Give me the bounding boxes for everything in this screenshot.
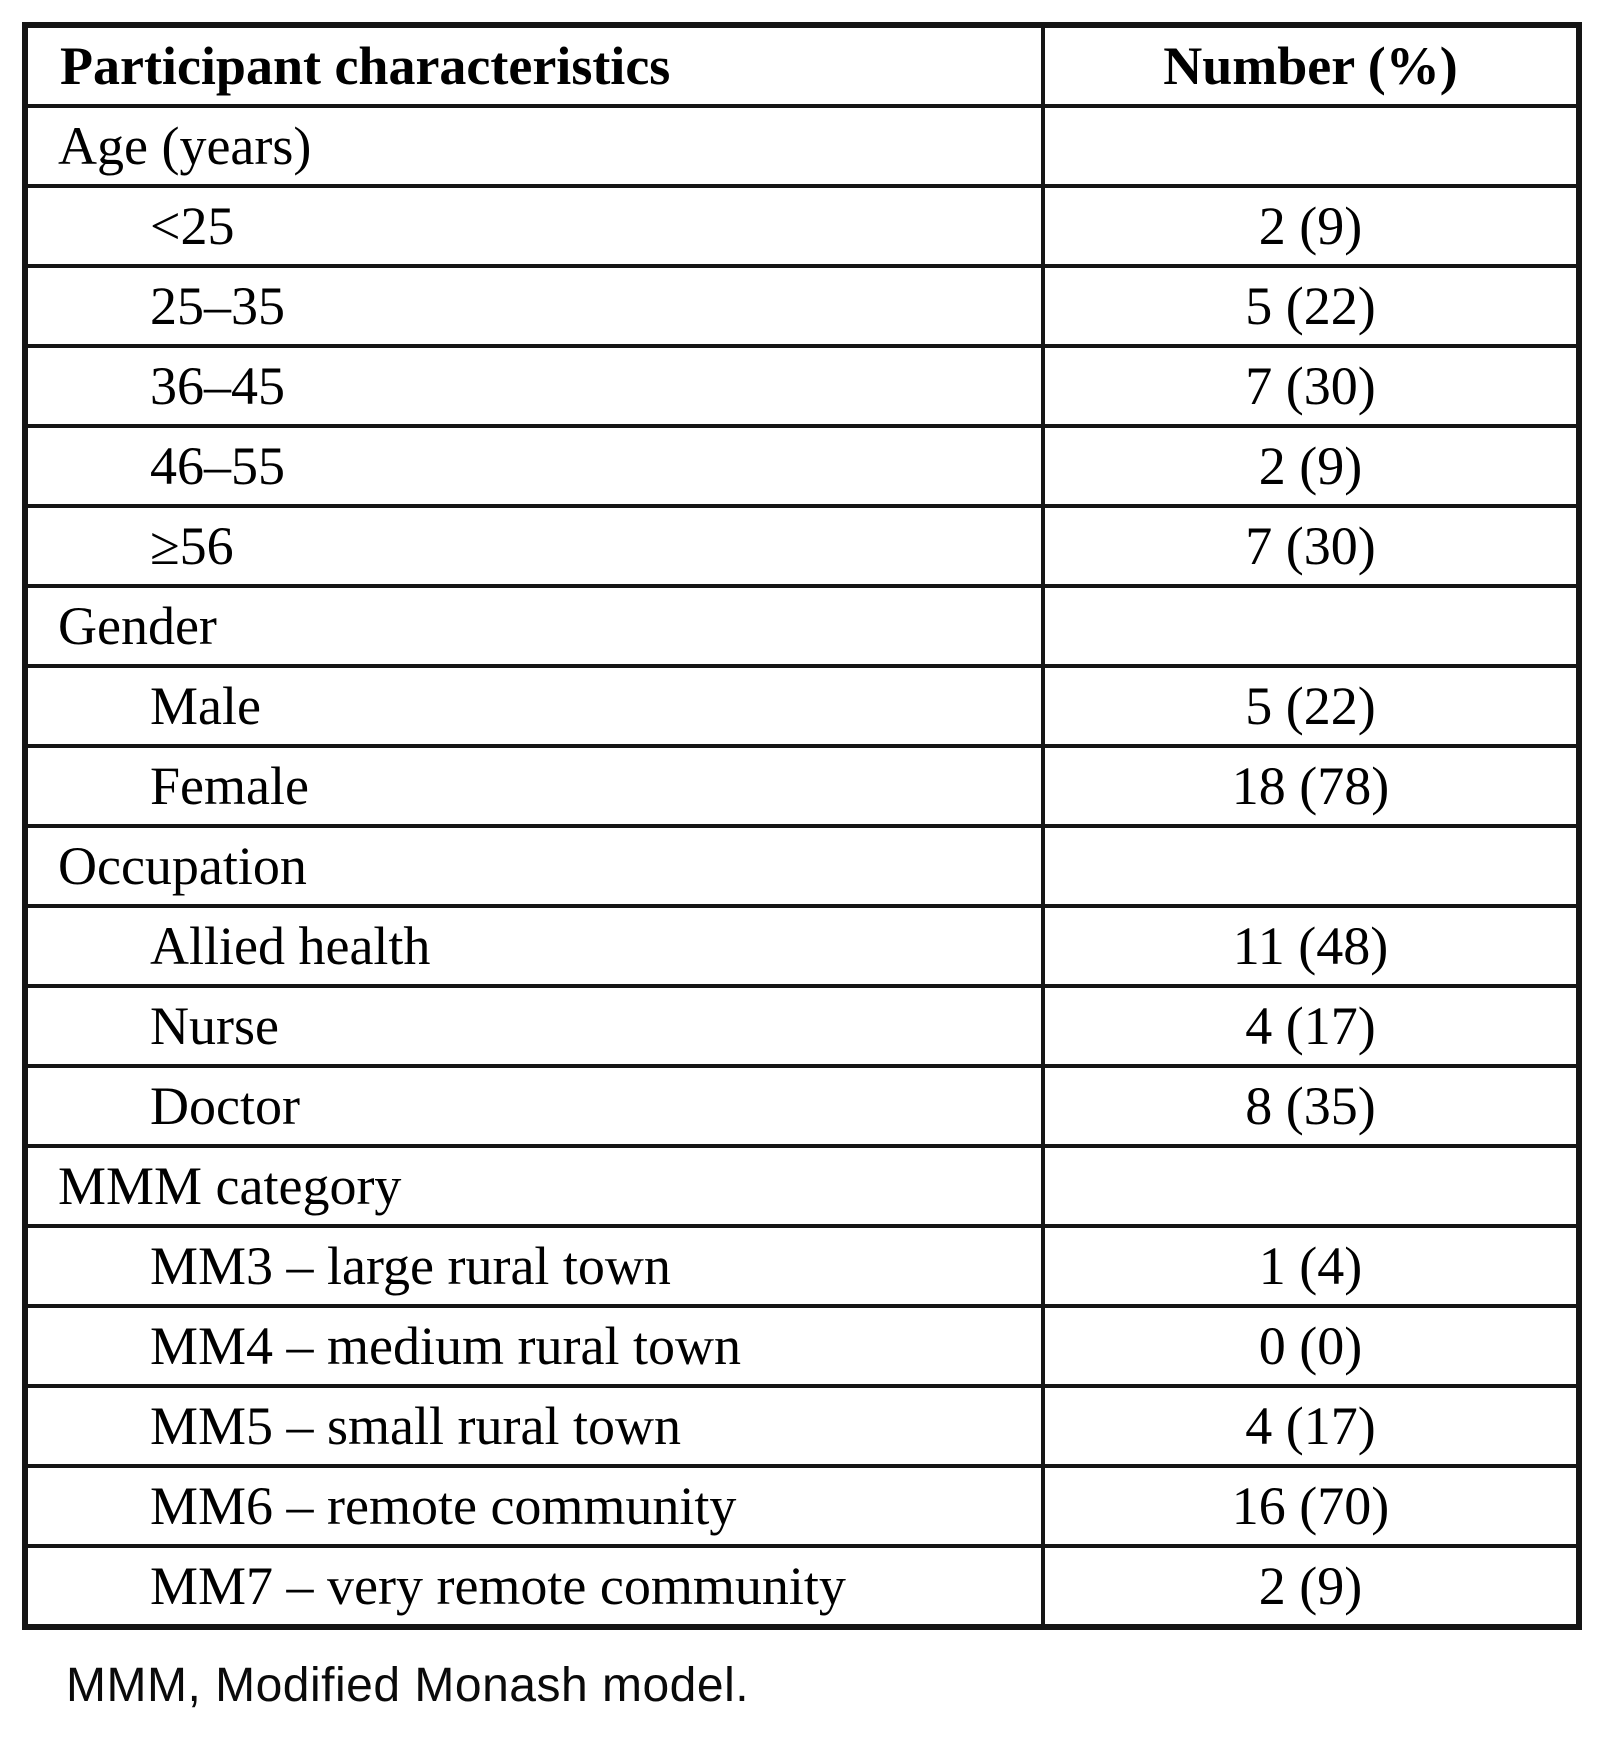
table-row: ≥56 7 (30) — [23, 504, 1581, 588]
row-item-label: Nurse — [23, 984, 1045, 1068]
row-value: 2 (9) — [1041, 184, 1581, 268]
table-row: Female 18 (78) — [23, 744, 1581, 828]
row-item-label: Doctor — [23, 1064, 1045, 1148]
row-value: 2 (9) — [1041, 1544, 1581, 1629]
table-row: 25–35 5 (22) — [23, 264, 1581, 348]
row-item-label: 36–45 — [23, 344, 1045, 428]
row-item-label: 46–55 — [23, 424, 1045, 508]
table-row: 36–45 7 (30) — [23, 344, 1581, 428]
table-row: Nurse 4 (17) — [23, 984, 1581, 1068]
header-number-percent: Number (%) — [1041, 23, 1581, 108]
table-row: 46–55 2 (9) — [23, 424, 1581, 508]
row-value — [1041, 104, 1581, 188]
row-category-label: Age (years) — [23, 104, 1045, 188]
row-category-label: MMM category — [23, 1144, 1045, 1228]
row-item-label: 25–35 — [23, 264, 1045, 348]
row-value: 7 (30) — [1041, 344, 1581, 428]
table-row: Doctor 8 (35) — [23, 1064, 1581, 1148]
row-value — [1041, 1144, 1581, 1228]
table-row: MMM category — [23, 1144, 1581, 1228]
row-item-label: Allied health — [23, 904, 1045, 988]
row-item-label: MM7 – very remote community — [23, 1544, 1045, 1629]
row-item-label: Male — [23, 664, 1045, 748]
row-item-label: <25 — [23, 184, 1045, 268]
row-value: 4 (17) — [1041, 984, 1581, 1068]
row-value: 2 (9) — [1041, 424, 1581, 508]
row-category-label: Occupation — [23, 824, 1045, 908]
table-footnote: MMM, Modified Monash model. — [66, 1659, 750, 1712]
table-row: Occupation — [23, 824, 1581, 908]
row-value: 0 (0) — [1041, 1304, 1581, 1388]
table-row: MM7 – very remote community 2 (9) — [23, 1544, 1581, 1629]
row-value: 11 (48) — [1041, 904, 1581, 988]
row-value: 16 (70) — [1041, 1464, 1581, 1548]
row-value — [1041, 584, 1581, 668]
row-item-label: ≥56 — [23, 504, 1045, 588]
table-row: Allied health 11 (48) — [23, 904, 1581, 988]
table-row: MM3 – large rural town 1 (4) — [23, 1224, 1581, 1308]
table-row: Age (years) — [23, 104, 1581, 188]
table-row: MM6 – remote community 16 (70) — [23, 1464, 1581, 1548]
row-value: 4 (17) — [1041, 1384, 1581, 1468]
row-item-label: MM6 – remote community — [23, 1464, 1045, 1548]
row-item-label: MM3 – large rural town — [23, 1224, 1045, 1308]
table-row: Male 5 (22) — [23, 664, 1581, 748]
table-row: Gender — [23, 584, 1581, 668]
row-value: 7 (30) — [1041, 504, 1581, 588]
table-row: MM5 – small rural town 4 (17) — [23, 1384, 1581, 1468]
table-row: MM4 – medium rural town 0 (0) — [23, 1304, 1581, 1388]
header-row: Participant characteristics Number (%) — [23, 23, 1581, 108]
row-value: 8 (35) — [1041, 1064, 1581, 1148]
row-item-label: Female — [23, 744, 1045, 828]
header-participant-characteristics: Participant characteristics — [23, 23, 1045, 108]
row-value: 18 (78) — [1041, 744, 1581, 828]
row-item-label: MM4 – medium rural town — [23, 1304, 1045, 1388]
row-value: 1 (4) — [1041, 1224, 1581, 1308]
participant-characteristics-table-wrap: Participant characteristics Number (%) A… — [22, 22, 1582, 1630]
row-category-label: Gender — [23, 584, 1045, 668]
participant-characteristics-table: Participant characteristics Number (%) A… — [22, 22, 1582, 1630]
table-row: <25 2 (9) — [23, 184, 1581, 268]
row-value: 5 (22) — [1041, 264, 1581, 348]
row-item-label: MM5 – small rural town — [23, 1384, 1045, 1468]
table-body: Age (years) <25 2 (9) 25–35 5 (22) 36–45 7 (30… — [23, 104, 1581, 1629]
row-value: 5 (22) — [1041, 664, 1581, 748]
row-value — [1041, 824, 1581, 908]
